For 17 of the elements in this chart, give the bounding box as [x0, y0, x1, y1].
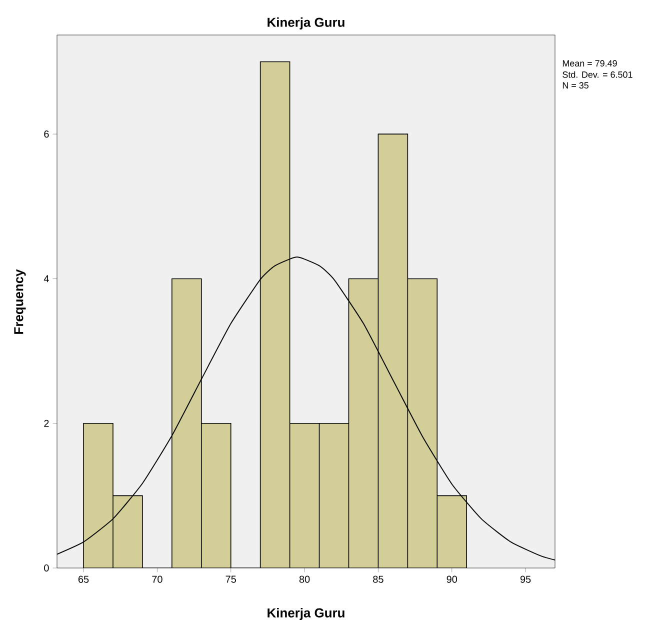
chart-title: Kinerja Guru: [268, 17, 344, 30]
y-tick-label: 0: [44, 564, 49, 572]
text: N = 35: [562, 82, 588, 89]
x-tick-label: 65: [78, 576, 89, 583]
x-axis-title: Kinerja Guru: [268, 608, 344, 620]
x-tick-label: 85: [373, 576, 384, 583]
y-tick-label: 6: [44, 130, 49, 138]
x-tick-label: 80: [299, 576, 310, 583]
y-tick-label: 2: [44, 420, 49, 427]
x-tick-label: 70: [152, 576, 162, 583]
text: Mean = 79.49: [562, 60, 617, 67]
text: Std. Dev. = 6.501: [562, 71, 632, 78]
y-axis-title: Frequency: [14, 269, 26, 334]
x-tick-label: 90: [446, 576, 458, 583]
y-tick-label: 4: [44, 275, 49, 282]
x-tick-label: 95: [520, 576, 531, 583]
x-tick-label: 75: [226, 576, 236, 583]
